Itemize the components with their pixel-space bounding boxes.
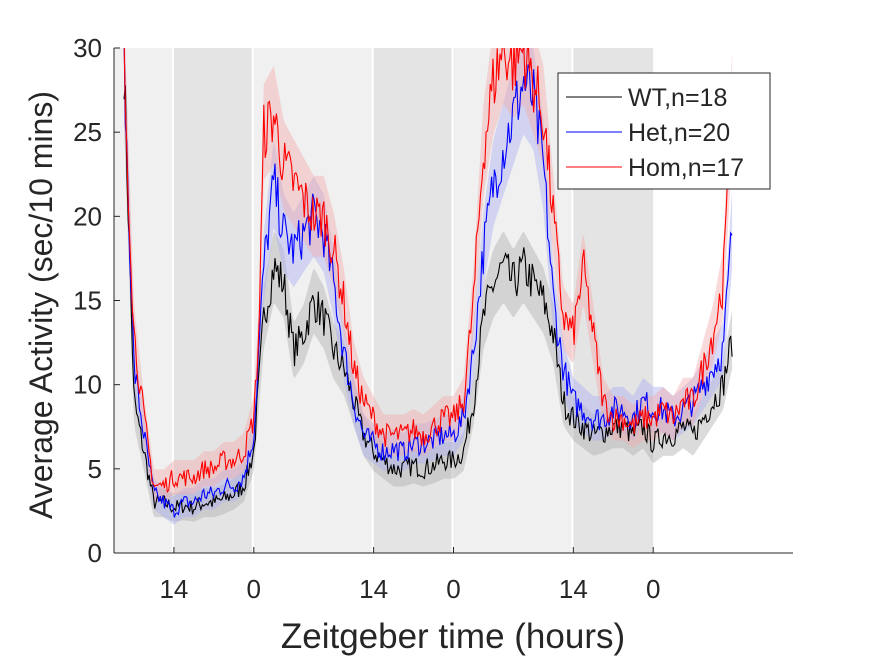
axes — [113, 47, 793, 554]
x-tick-label: 14 — [559, 574, 588, 604]
shading-band-light — [114, 48, 172, 553]
error-band-0 — [124, 48, 733, 522]
series-line-1 — [123, 48, 733, 518]
x-tick-label: 14 — [359, 574, 388, 604]
legend: WT,n=18 Het,n=20 Hom,n=17 — [557, 72, 771, 190]
x-tick-label: 14 — [159, 574, 188, 604]
x-tick-label: 0 — [646, 574, 660, 604]
x-axis-label: Zeitgeber time (hours) — [281, 617, 625, 656]
series-lines — [123, 48, 733, 518]
series-line-2 — [123, 48, 733, 494]
shading-band-light — [253, 48, 372, 553]
legend-box — [557, 72, 771, 190]
y-tick-label: 25 — [73, 117, 102, 147]
y-tick-label: 10 — [73, 370, 102, 400]
x-tick-labels: 14 0 14 0 14 0 — [159, 574, 660, 604]
y-tick-label: 20 — [73, 201, 102, 231]
legend-label: Het,n=20 — [628, 119, 730, 147]
y-tick-label: 5 — [88, 454, 102, 484]
error-band-2 — [124, 48, 733, 502]
legend-label: WT,n=18 — [628, 84, 727, 112]
y-tick-label: 30 — [73, 33, 102, 63]
y-tick-labels: 0 5 10 15 20 25 30 — [73, 33, 102, 568]
y-axis-label: Average Activity (sec/10 mins) — [23, 91, 59, 519]
shading-band-dark — [373, 48, 452, 553]
x-tick-label: 0 — [247, 574, 261, 604]
y-tick-label: 0 — [88, 538, 102, 568]
x-tick-label: 0 — [446, 574, 460, 604]
y-tick-label: 15 — [73, 286, 102, 316]
legend-label: Hom,n=17 — [628, 154, 744, 182]
